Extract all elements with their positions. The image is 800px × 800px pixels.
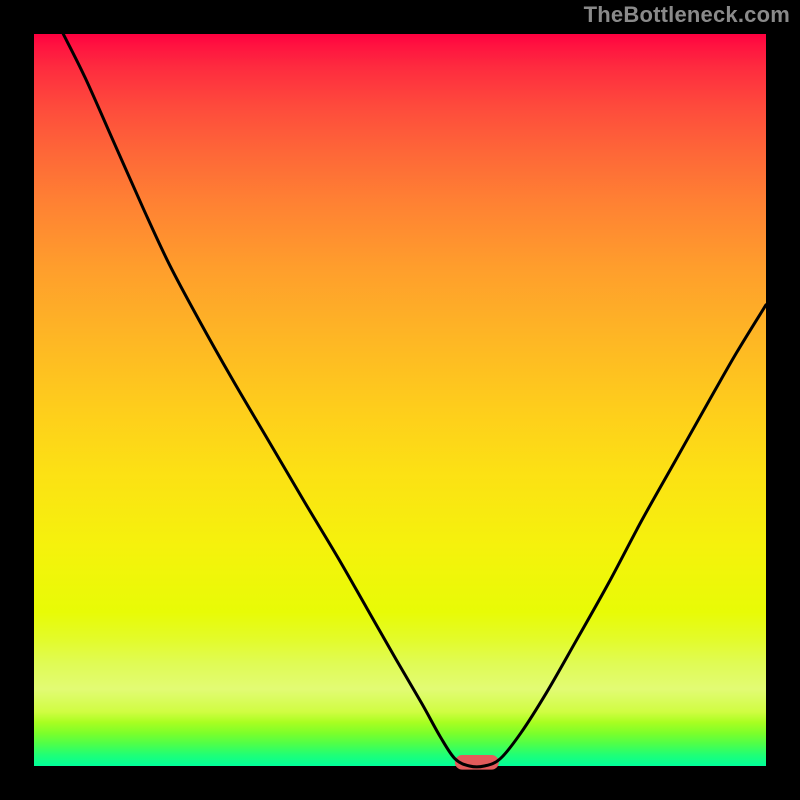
watermark-text: TheBottleneck.com: [584, 2, 790, 28]
chart-frame: TheBottleneck.com: [0, 0, 800, 800]
plot-background: [34, 34, 766, 766]
bottleneck-curve-chart: [0, 0, 800, 800]
